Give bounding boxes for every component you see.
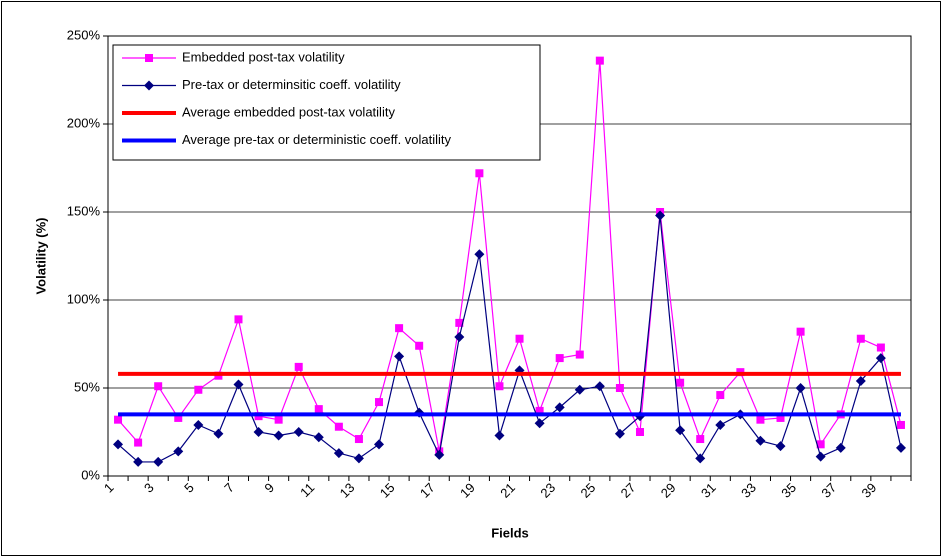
- y-tick-label: 200%: [67, 115, 101, 130]
- point: [154, 382, 163, 391]
- point: [716, 391, 725, 400]
- y-tick-label: 50%: [74, 379, 100, 394]
- point: [194, 385, 203, 394]
- series-line: [117, 215, 902, 463]
- point: [795, 383, 806, 393]
- legend-marker: [144, 80, 154, 91]
- point: [333, 448, 344, 459]
- y-tick-label: 100%: [67, 291, 101, 306]
- point: [615, 384, 624, 392]
- point: [314, 405, 323, 414]
- point: [313, 432, 324, 443]
- point: [796, 327, 805, 336]
- point: [173, 446, 184, 457]
- point: [454, 331, 465, 342]
- legend-label: Average pre-tax or deterministic coeff. …: [182, 132, 452, 147]
- point: [534, 418, 545, 429]
- point: [776, 413, 785, 422]
- point: [856, 334, 865, 343]
- point: [815, 451, 826, 462]
- point: [554, 402, 565, 413]
- point: [395, 324, 404, 333]
- point: [575, 350, 584, 359]
- y-tick-label: 0%: [81, 467, 100, 482]
- point: [415, 341, 424, 350]
- point: [455, 318, 464, 327]
- point: [113, 439, 124, 450]
- point: [676, 378, 685, 387]
- point: [876, 343, 885, 352]
- point: [614, 428, 625, 439]
- point: [515, 334, 524, 343]
- point: [234, 315, 243, 324]
- point: [494, 430, 505, 441]
- point: [756, 415, 765, 424]
- point: [474, 249, 485, 260]
- point: [696, 435, 705, 444]
- point: [434, 449, 445, 460]
- point: [233, 379, 244, 390]
- point: [896, 420, 905, 429]
- point: [353, 453, 364, 464]
- point: [334, 422, 343, 431]
- point: [755, 435, 766, 446]
- point: [655, 210, 666, 221]
- legend-label: Average embedded post-tax volatility: [182, 104, 395, 119]
- point: [253, 427, 264, 437]
- point: [695, 453, 706, 464]
- point: [535, 406, 544, 415]
- point: [594, 381, 605, 392]
- point: [153, 456, 164, 467]
- point: [134, 438, 143, 447]
- point: [574, 384, 585, 395]
- y-tick-label: 150%: [67, 203, 101, 218]
- point: [273, 430, 284, 441]
- point: [374, 439, 385, 450]
- point: [114, 415, 123, 424]
- point: [394, 351, 405, 362]
- point: [475, 169, 484, 178]
- x-axis-label: Fields: [491, 525, 529, 540]
- point: [835, 442, 846, 453]
- point: [354, 435, 363, 444]
- y-axis-label: Volatility (%): [33, 217, 48, 294]
- point: [174, 413, 183, 422]
- legend-marker: [145, 54, 153, 62]
- point: [293, 427, 304, 437]
- point: [375, 398, 384, 407]
- point: [875, 353, 886, 364]
- point: [675, 425, 686, 436]
- point: [855, 375, 866, 386]
- point: [193, 419, 204, 430]
- legend: [112, 44, 541, 161]
- point: [715, 419, 726, 430]
- point: [555, 354, 564, 363]
- point: [775, 441, 786, 452]
- series-line: [117, 60, 902, 452]
- point: [213, 428, 224, 439]
- y-tick-label: 250%: [67, 27, 101, 42]
- point: [133, 456, 144, 467]
- point: [294, 362, 303, 371]
- point: [816, 440, 825, 449]
- legend-label: Pre-tax or determinsitic coeff. volatili…: [182, 77, 401, 92]
- legend-label: Embedded post-tax volatility: [182, 49, 345, 64]
- point: [274, 415, 283, 424]
- point: [895, 442, 906, 453]
- point: [635, 428, 644, 436]
- point: [595, 56, 604, 65]
- point: [495, 382, 504, 391]
